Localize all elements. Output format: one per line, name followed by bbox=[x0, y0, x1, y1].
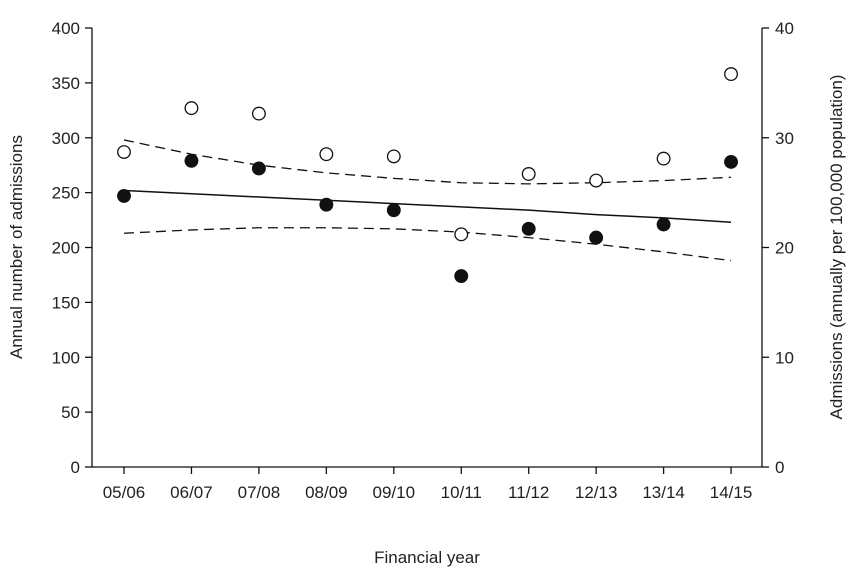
x-tick-label: 08/09 bbox=[305, 483, 348, 502]
y-left-tick-label: 350 bbox=[52, 74, 80, 93]
y-left-tick-label: 0 bbox=[71, 458, 80, 477]
open-point bbox=[386, 149, 401, 164]
filled-point bbox=[454, 269, 469, 283]
y-left-tick-label: 150 bbox=[52, 293, 80, 312]
lower-confidence-band bbox=[123, 227, 732, 262]
x-tick-label: 05/06 bbox=[103, 483, 146, 502]
x-tick-label: 06/07 bbox=[170, 483, 213, 502]
y-right-tick-label: 30 bbox=[775, 129, 794, 148]
upper-confidence-band bbox=[123, 139, 732, 185]
open-point bbox=[724, 67, 739, 82]
open-point bbox=[656, 151, 671, 166]
y-left-tick-label: 300 bbox=[52, 129, 80, 148]
open-point bbox=[319, 147, 334, 162]
filled-point bbox=[521, 221, 536, 236]
y-right-axis-title: Admissions (annually per 100,000 populat… bbox=[827, 75, 846, 420]
filled-point bbox=[319, 197, 334, 212]
x-tick-label: 13/14 bbox=[642, 483, 685, 502]
filled-point bbox=[656, 217, 671, 232]
filled-point bbox=[589, 230, 604, 245]
filled-point bbox=[117, 188, 131, 203]
y-right-tick-label: 40 bbox=[775, 19, 794, 38]
y-right-tick-label: 0 bbox=[775, 458, 784, 477]
filled-point bbox=[724, 154, 739, 169]
y-left-axis-title: Annual number of admissions bbox=[7, 135, 26, 359]
open-point bbox=[117, 145, 131, 159]
y-left-tick-label: 200 bbox=[52, 239, 80, 258]
x-tick-label: 12/13 bbox=[575, 483, 618, 502]
open-point bbox=[251, 106, 266, 121]
trend-lines bbox=[123, 139, 732, 262]
open-point bbox=[521, 167, 536, 181]
open-point bbox=[454, 227, 469, 242]
x-tick-label: 09/10 bbox=[373, 483, 416, 502]
open-point bbox=[589, 173, 604, 188]
y-left-tick-label: 100 bbox=[52, 348, 80, 367]
fit-line bbox=[123, 189, 732, 224]
y-left-tick-label: 400 bbox=[52, 19, 80, 38]
data-points bbox=[117, 67, 739, 283]
x-tick-label: 07/08 bbox=[238, 483, 281, 502]
x-tick-label: 14/15 bbox=[710, 483, 753, 502]
y-left-tick-label: 50 bbox=[61, 403, 80, 422]
y-right-tick-label: 10 bbox=[775, 348, 794, 367]
filled-point bbox=[251, 161, 266, 176]
filled-point bbox=[386, 203, 401, 218]
filled-point bbox=[184, 153, 199, 168]
x-axis-title: Financial year bbox=[374, 548, 480, 567]
y-left-tick-label: 250 bbox=[52, 184, 80, 203]
axes: 0 50 100 150 200 250 300 350 400 0 10 20 30 40 05/06 06… bbox=[52, 19, 794, 502]
x-tick-label: 10/11 bbox=[441, 483, 482, 502]
open-point bbox=[184, 101, 199, 116]
y-right-tick-label: 20 bbox=[775, 239, 794, 258]
x-tick-label: 11/12 bbox=[508, 483, 549, 502]
